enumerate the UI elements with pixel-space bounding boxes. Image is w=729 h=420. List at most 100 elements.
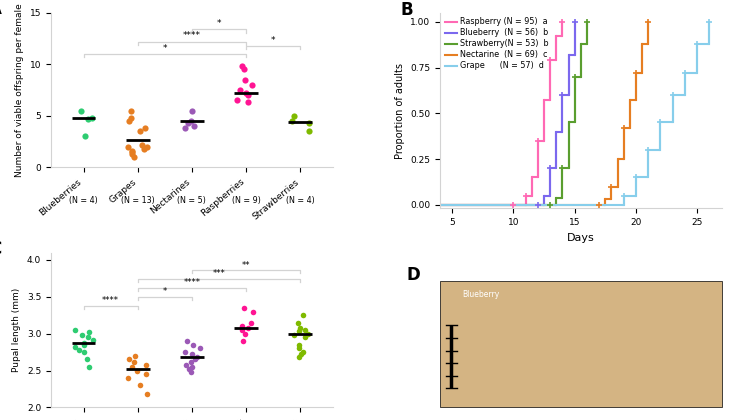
Point (134, 128, 146, 135)
Point (87, 336, 98, 343)
Text: Blueberry: Blueberry (462, 290, 499, 299)
Point (69, 344, 81, 350)
Point (84, 363, 95, 370)
Point (126, 363, 138, 370)
Point (122, 375, 134, 381)
Point (79, 339, 90, 346)
Text: (N = 9): (N = 9) (232, 196, 260, 205)
Point (82, 334, 94, 341)
Point (293, 341, 305, 348)
Point (77, 332, 88, 339)
Point (82, 116, 94, 122)
Point (236, 327, 248, 333)
Point (128, 154, 140, 160)
Point (79, 133, 91, 140)
Point (123, 118, 135, 124)
Point (134, 382, 146, 389)
Point (188, 123, 200, 129)
Point (237, 323, 249, 330)
Point (238, 66, 249, 73)
Point (191, 354, 203, 361)
Point (242, 92, 254, 99)
Point (295, 351, 307, 358)
Point (78, 349, 90, 355)
Text: (N = 4): (N = 4) (69, 196, 98, 205)
Point (187, 107, 198, 114)
Point (239, 330, 251, 337)
Point (246, 319, 257, 326)
Point (303, 128, 315, 135)
Text: *: * (163, 287, 167, 296)
Point (247, 308, 259, 315)
Text: ****: **** (184, 278, 200, 287)
Point (288, 332, 300, 339)
Text: (N = 5): (N = 5) (177, 196, 206, 205)
Point (194, 345, 206, 352)
Point (186, 363, 198, 370)
Point (125, 115, 137, 121)
Point (190, 356, 201, 363)
Point (139, 125, 151, 131)
Point (184, 118, 196, 124)
Point (303, 330, 314, 337)
Point (122, 143, 134, 150)
Legend: Raspberry (N = 95)  a, Blueberry  (N = 56)  b, Strawberry(N = 53)  b, Nectarine : Raspberry (N = 95) a, Blueberry (N = 56)… (444, 17, 550, 71)
Text: **: ** (242, 260, 250, 270)
Y-axis label: Number of viable offspring per female: Number of viable offspring per female (15, 3, 24, 177)
Point (73, 346, 85, 353)
Point (182, 120, 194, 126)
Point (185, 358, 197, 365)
Text: A: A (0, 0, 2, 18)
Point (123, 356, 135, 363)
Point (294, 324, 305, 331)
Point (128, 358, 139, 365)
Point (141, 391, 152, 397)
Point (242, 99, 254, 106)
Y-axis label: Pupal length (mm): Pupal length (mm) (12, 288, 21, 372)
Text: ***: *** (213, 269, 225, 278)
Point (181, 338, 192, 344)
Point (136, 142, 148, 148)
Point (141, 143, 153, 150)
Text: C: C (0, 240, 1, 258)
Text: ****: **** (102, 296, 119, 305)
Point (179, 125, 191, 131)
Point (140, 371, 152, 378)
Point (238, 304, 249, 311)
Point (186, 369, 198, 375)
Point (125, 107, 137, 114)
Point (180, 361, 192, 368)
Point (179, 349, 190, 355)
Point (293, 354, 305, 361)
Text: ****: **** (183, 32, 201, 40)
Point (231, 97, 243, 104)
Point (187, 341, 199, 348)
Point (139, 145, 150, 152)
Point (297, 312, 309, 319)
Point (286, 118, 297, 124)
Point (246, 81, 257, 88)
Point (78, 341, 90, 348)
Point (184, 366, 195, 373)
Point (69, 327, 81, 333)
Point (125, 149, 137, 155)
Point (239, 76, 251, 83)
Text: *: * (217, 19, 222, 28)
Point (126, 147, 138, 154)
Point (293, 328, 305, 335)
Point (235, 87, 246, 93)
Point (242, 324, 254, 331)
Point (241, 90, 252, 97)
Text: D: D (406, 266, 420, 284)
Point (299, 334, 311, 341)
Point (125, 151, 137, 158)
Point (288, 113, 300, 119)
Point (292, 319, 303, 326)
Point (297, 349, 309, 355)
Point (87, 115, 98, 121)
Point (81, 356, 93, 363)
Text: (N = 13): (N = 13) (121, 196, 155, 205)
Point (236, 63, 248, 70)
Point (299, 327, 311, 333)
Point (140, 361, 152, 368)
